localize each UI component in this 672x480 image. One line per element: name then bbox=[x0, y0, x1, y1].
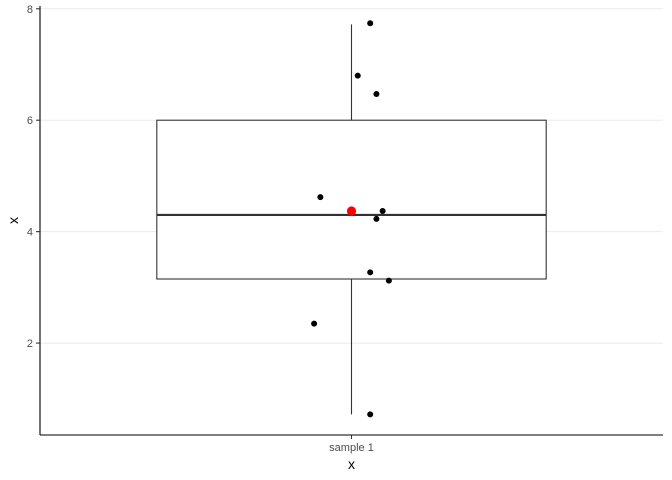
data-point bbox=[317, 194, 323, 200]
box-plot bbox=[157, 24, 546, 414]
box-iqr bbox=[157, 120, 546, 279]
mean-marker-layer bbox=[347, 206, 356, 215]
x-axis-ticks: sample 1 bbox=[329, 435, 374, 454]
data-point bbox=[386, 278, 392, 284]
data-point bbox=[373, 216, 379, 222]
y-axis-title: x bbox=[5, 217, 21, 224]
mean-point bbox=[347, 206, 356, 215]
data-point bbox=[367, 20, 373, 26]
y-tick-label: 6 bbox=[27, 115, 33, 127]
x-tick-label: sample 1 bbox=[329, 442, 374, 454]
data-point bbox=[367, 411, 373, 417]
y-tick-label: 8 bbox=[27, 4, 33, 16]
data-point bbox=[355, 73, 361, 79]
data-point bbox=[380, 208, 386, 214]
x-axis-title: x bbox=[348, 456, 355, 472]
y-tick-label: 4 bbox=[27, 227, 33, 239]
data-point bbox=[373, 91, 379, 97]
data-point bbox=[367, 269, 373, 275]
y-tick-label: 2 bbox=[27, 338, 33, 350]
y-axis-ticks: 2 4 6 8 bbox=[27, 4, 40, 350]
data-point bbox=[311, 321, 317, 327]
